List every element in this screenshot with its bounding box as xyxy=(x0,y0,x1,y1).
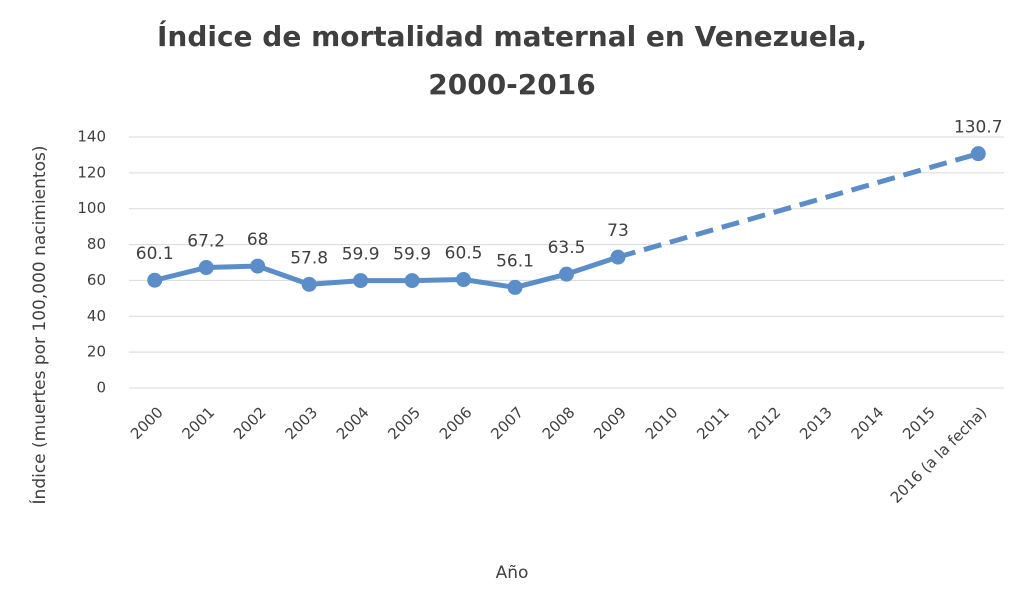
marker xyxy=(610,249,626,265)
data-label: 57.8 xyxy=(290,248,328,268)
marker xyxy=(507,279,523,295)
y-tick-label: 20 xyxy=(87,343,106,361)
marker xyxy=(456,272,472,288)
marker xyxy=(970,146,986,162)
line xyxy=(154,254,619,290)
y-tick-label: 80 xyxy=(87,235,106,253)
x-tick-label: 2012 xyxy=(745,403,785,443)
x-tick-label: 2001 xyxy=(178,403,218,443)
x-tick-label: 2008 xyxy=(539,403,579,443)
x-tick-label: 2016 (a la fecha) xyxy=(887,403,990,506)
y-tick-label: 40 xyxy=(87,307,106,325)
y-tick-label: 0 xyxy=(96,379,106,397)
y-tick-label: 60 xyxy=(87,271,106,289)
x-tick-label: 2015 xyxy=(899,403,939,443)
data-label: 63.5 xyxy=(548,238,586,258)
x-tick-label: 2002 xyxy=(230,403,270,443)
y-tick-label: 100 xyxy=(77,199,106,217)
marker xyxy=(353,273,369,289)
x-tick-label: 2013 xyxy=(796,403,836,443)
gap-line xyxy=(617,151,979,260)
data-label: 130.7 xyxy=(954,118,1003,138)
x-tick-label: 2004 xyxy=(333,403,373,443)
x-tick-label: 2005 xyxy=(384,403,424,443)
marker xyxy=(147,272,163,288)
data-label: 60.5 xyxy=(445,244,483,264)
x-tick-label: 2003 xyxy=(281,403,321,443)
data-label: 67.2 xyxy=(187,232,225,252)
x-tick-label: 2007 xyxy=(487,403,527,443)
chart-title: 2000-2016 xyxy=(428,68,595,101)
x-tick-label: 2011 xyxy=(693,403,733,443)
chart-title: Índice de mortalidad maternal en Venezue… xyxy=(157,19,867,53)
data-label: 56.1 xyxy=(496,251,534,271)
data-label: 73 xyxy=(607,221,629,241)
y-tick-label: 140 xyxy=(77,128,106,146)
marker xyxy=(198,260,214,276)
marker xyxy=(559,266,574,282)
y-axis-title: Índice (muertes por 100,000 nacimientos) xyxy=(28,146,50,505)
marker xyxy=(250,258,266,274)
x-tick-label: 2010 xyxy=(642,403,682,443)
marker xyxy=(301,276,317,292)
marker xyxy=(404,273,420,289)
data-label: 59.9 xyxy=(342,245,380,265)
x-tick-label: 2006 xyxy=(436,403,476,443)
x-tick-label: 2009 xyxy=(590,403,630,443)
x-tick-label: 2000 xyxy=(127,403,167,443)
data-label: 68 xyxy=(247,230,269,250)
data-label: 60.1 xyxy=(136,244,174,264)
x-tick-label: 2014 xyxy=(848,403,888,443)
y-tick-label: 120 xyxy=(77,163,106,181)
x-axis-title: Año xyxy=(496,563,529,583)
data-label: 59.9 xyxy=(393,245,431,265)
